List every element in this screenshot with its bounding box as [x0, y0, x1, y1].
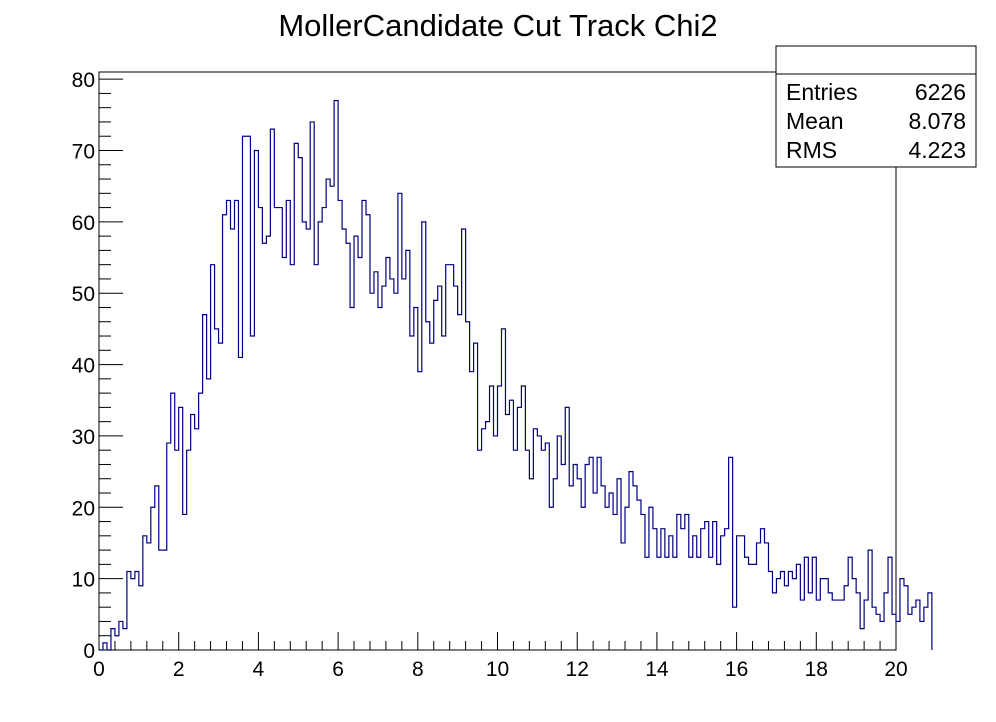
axes: 0 2 4 6 8 10 12 14 16 18 20 0 10 20 30 40 50 60 70 80: [72, 69, 908, 681]
y-tick-label: 20: [72, 497, 95, 520]
y-tick-label: 80: [72, 69, 95, 92]
x-tick-label: 2: [173, 658, 185, 681]
x-tick-label: 14: [645, 658, 669, 681]
x-tick-label: 4: [253, 658, 265, 681]
y-tick-label: 10: [72, 569, 95, 592]
y-tick-label: 50: [72, 283, 95, 306]
x-tick-label: 8: [412, 658, 424, 681]
x-tick-label: 10: [486, 658, 509, 681]
x-tick-label: 6: [332, 658, 344, 681]
stats-label: Mean: [786, 108, 844, 134]
x-tick-label: 12: [566, 658, 589, 681]
stats-box-frame: [775, 45, 977, 168]
y-tick-label: 60: [72, 212, 95, 235]
histogram-outline: [99, 99, 933, 651]
stats-value: 8.078: [908, 108, 966, 134]
x-tick-label: 20: [884, 658, 907, 681]
chart-title: MollerCandidate Cut Track Chi2: [278, 8, 717, 43]
y-tick-label: 70: [72, 140, 95, 163]
y-tick-label: 40: [72, 355, 95, 378]
stats-label: Entries: [786, 79, 858, 105]
stats-value: 6226: [915, 79, 966, 105]
y-tick-label: 30: [72, 426, 95, 449]
stats-label: RMS: [786, 137, 837, 163]
stats-value: 4.223: [908, 137, 966, 163]
y-tick-label: 0: [83, 640, 95, 663]
x-tick-label: 16: [725, 658, 748, 681]
x-tick-label: 18: [805, 658, 828, 681]
stats-box: Entries 6226 Mean 8.078 RMS 4.223: [775, 45, 977, 168]
x-tick-label: 0: [93, 658, 105, 681]
